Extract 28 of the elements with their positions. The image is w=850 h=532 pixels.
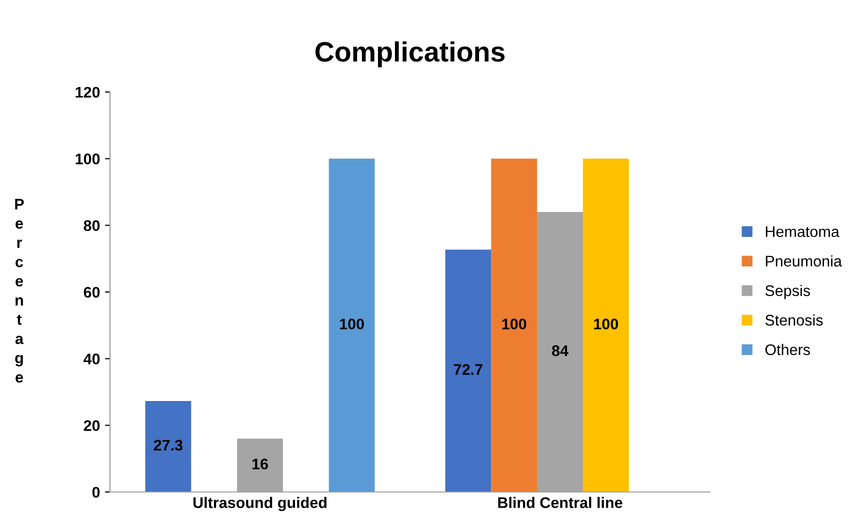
legend-label: Hematoma xyxy=(766,226,840,238)
y-tick-label: 100 xyxy=(76,154,100,164)
bar xyxy=(328,158,375,492)
data-label: 84 xyxy=(552,345,568,356)
bar xyxy=(491,158,538,492)
data-label: 100 xyxy=(594,318,618,330)
y-tick-label: 60 xyxy=(84,286,100,298)
legend-label: Pneumonia xyxy=(766,255,842,267)
y-tick-label: 40 xyxy=(84,354,100,364)
text: Percentage xyxy=(15,198,24,383)
data-label: 27.3 xyxy=(154,440,183,451)
legend-label: Stenosis xyxy=(765,314,823,326)
chart-title: Complications xyxy=(315,41,505,68)
y-tick-label: 80 xyxy=(84,220,100,232)
bar xyxy=(582,158,629,492)
legend-label: Others xyxy=(765,344,810,356)
data-label: 100 xyxy=(340,318,364,330)
bar xyxy=(145,401,192,492)
bar xyxy=(445,250,492,492)
y-tick-label: 20 xyxy=(84,420,100,432)
x-tick-label: Blind Central line xyxy=(498,496,622,508)
y-tick-label: 0 xyxy=(92,486,100,498)
y-tick-label: 120 xyxy=(76,86,100,98)
data-label: 72.7 xyxy=(454,364,482,375)
x-tick-label: Ultrasound guided xyxy=(193,496,326,512)
data-label: 100 xyxy=(502,318,526,330)
data-label: 16 xyxy=(252,458,268,470)
legend-label: Sepsis xyxy=(765,284,810,300)
